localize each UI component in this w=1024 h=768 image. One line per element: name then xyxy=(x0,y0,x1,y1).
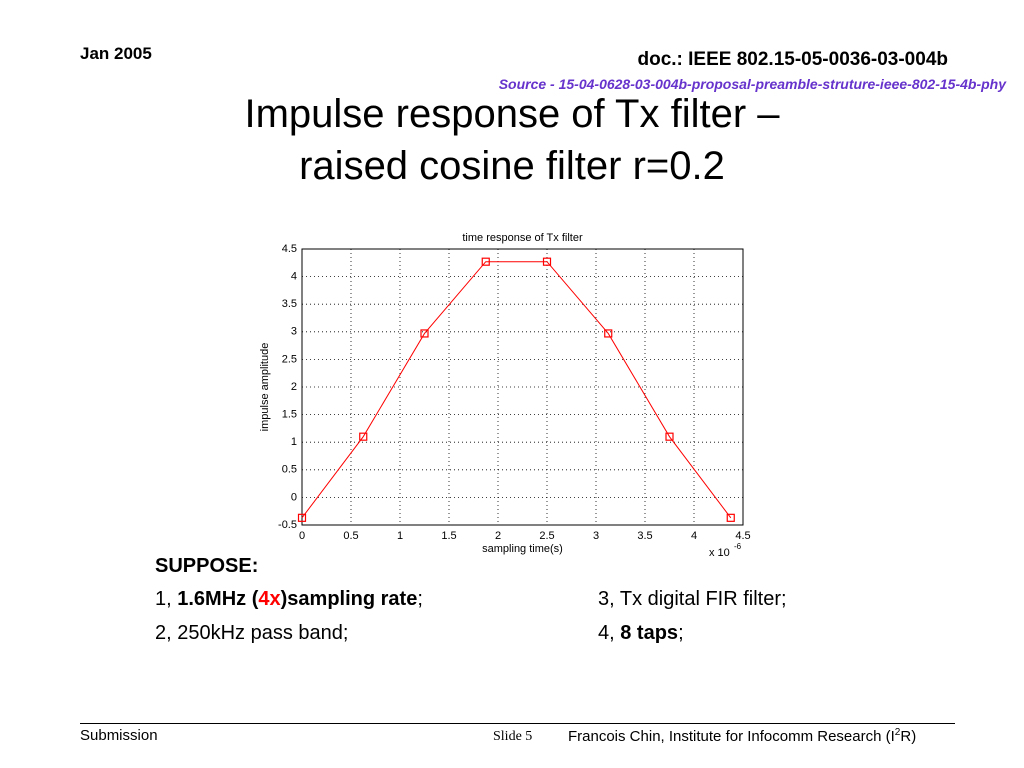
y-tick-label: 4.5 xyxy=(282,243,297,255)
body-item: 1, 1.6MHz (4x)sampling rate; xyxy=(155,588,423,611)
text: 4, xyxy=(598,622,621,644)
line xyxy=(301,261,732,519)
y-tick-label: 0 xyxy=(291,491,297,503)
body-item: 4, 8 taps; xyxy=(598,622,684,645)
body-item: 2, 250kHz pass band; xyxy=(155,622,349,644)
slide-title: Impulse response of Tx filter – raised c… xyxy=(0,88,1024,192)
y-tick-label: 3 xyxy=(291,326,297,338)
body-heading: SUPPOSE: xyxy=(155,555,259,577)
text: R) xyxy=(900,728,917,745)
footer-author: Francois Chin, Institute for Infocomm Re… xyxy=(568,727,916,745)
x-tick-label: 4 xyxy=(691,530,697,542)
y-tick-label: 2 xyxy=(291,381,297,393)
footer-left: Submission xyxy=(80,727,158,744)
chart-title: time response of Tx filter xyxy=(462,232,583,244)
source: Source - 15-04-0628-03-004b-proposal-pre… xyxy=(498,76,1006,92)
text: ; xyxy=(417,588,423,610)
y-tick-label: 2.5 xyxy=(282,353,297,365)
title-line: Impulse response of Tx filter – xyxy=(244,92,780,136)
text: 2 xyxy=(894,727,901,738)
marker xyxy=(359,432,368,441)
date: Jan 2005 xyxy=(80,44,152,63)
x-tick-label: 0.5 xyxy=(343,530,358,542)
title-line: raised cosine filter r=0.2 xyxy=(299,144,725,188)
marker xyxy=(665,432,674,441)
y-tick-label: 3.5 xyxy=(282,298,297,310)
marker xyxy=(542,257,552,266)
x-tick-label: 3.5 xyxy=(637,530,652,542)
text: ; xyxy=(678,622,684,644)
marker xyxy=(297,513,307,522)
x-tick-label: 3 xyxy=(593,530,599,542)
y-tick-label: 0.5 xyxy=(282,464,297,476)
x-tick-label: 1.5 xyxy=(441,530,456,542)
x-tick-label: 2.5 xyxy=(539,530,554,542)
text: )sampling rate xyxy=(280,588,418,610)
footer-rule xyxy=(80,723,955,724)
slide-number: Slide 5 xyxy=(493,729,533,744)
x-tick-label: 1 xyxy=(397,530,403,542)
text: 1.6MHz ( xyxy=(177,588,259,610)
y-tick-label: 1.5 xyxy=(282,409,297,421)
body-item: 3, Tx digital FIR filter; xyxy=(598,588,787,610)
x-tick-label: 0 xyxy=(299,530,305,542)
x-tick-label: 4.5 xyxy=(735,530,750,542)
text: 4x xyxy=(258,588,281,610)
marker xyxy=(481,257,490,266)
text: 1, xyxy=(155,588,178,610)
y-tick-label: 1 xyxy=(291,436,297,448)
y-axis-label: impulse amplitude xyxy=(259,343,271,432)
text: 8 taps xyxy=(620,622,679,644)
plot-frame xyxy=(301,248,744,526)
x-scale-exponent: -6 xyxy=(734,542,742,551)
marker xyxy=(604,329,613,338)
x-axis-label: sampling time(s) xyxy=(482,543,563,555)
doc-id: doc.: IEEE 802.15-05-0036-03-004b xyxy=(637,49,948,70)
x-scale-label: x 10 xyxy=(709,547,730,559)
marker xyxy=(726,513,735,522)
marker xyxy=(420,329,429,338)
y-tick-label: 4 xyxy=(291,271,297,283)
x-tick-label: 2 xyxy=(495,530,501,542)
text: Francois Chin, Institute for Infocomm Re… xyxy=(568,728,895,745)
y-tick-label: -0.5 xyxy=(278,519,297,531)
